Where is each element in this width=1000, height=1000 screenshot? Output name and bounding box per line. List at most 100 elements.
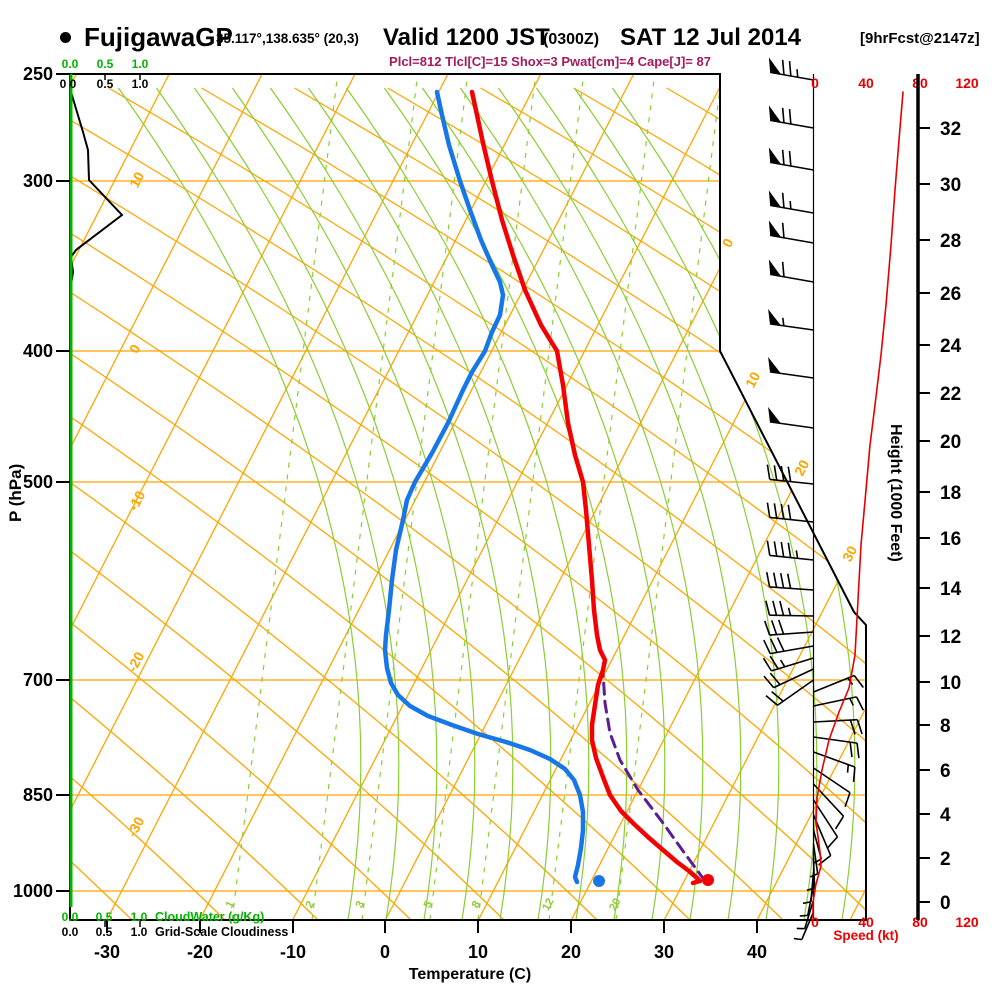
- svg-text:0.5: 0.5: [97, 57, 114, 71]
- svg-text:30: 30: [940, 175, 961, 196]
- stability-indices: Plcl=812 Tlcl[C]=15 Shox=3 Pwat[cm]=4 Ca…: [389, 54, 711, 69]
- svg-text:-30: -30: [124, 814, 148, 840]
- svg-text:32: 32: [940, 119, 961, 140]
- svg-text:4: 4: [940, 805, 951, 826]
- svg-text:40: 40: [858, 75, 874, 91]
- svg-text:700: 700: [23, 670, 53, 690]
- station-name: FujigawaGP: [84, 22, 233, 52]
- plot-boundary: [69, 73, 867, 921]
- svg-text:0.0: 0.0: [62, 57, 79, 71]
- svg-text:1.0: 1.0: [132, 57, 149, 71]
- speed-axis-title: Speed (kt): [833, 928, 899, 943]
- temperature-axis-title: Temperature (C): [408, 966, 532, 983]
- svg-text:30: 30: [654, 942, 674, 962]
- svg-text:0: 0: [811, 914, 819, 930]
- speed-axis: 0 40 80 1200 40 80 120: [811, 75, 979, 930]
- dewpoint-curve: [382, 89, 586, 885]
- svg-text:0: 0: [940, 893, 951, 914]
- valid-time: Valid 1200 JST: [383, 24, 550, 51]
- svg-text:0: 0: [126, 341, 144, 356]
- cloud-scales: 0.0 0.5 1.00 0 0.5 1.00.0 0.5 1.00.0 0.5 1.0Cloud…: [60, 57, 289, 939]
- parcel-ascent-curve: [601, 656, 707, 883]
- svg-text:16: 16: [940, 529, 961, 550]
- pressure-axis-title: P (hPa): [6, 463, 25, 522]
- svg-text:6: 6: [940, 761, 951, 782]
- zulu-time: (0300Z): [543, 31, 600, 48]
- svg-text:-30: -30: [94, 942, 120, 962]
- svg-text:-10: -10: [125, 488, 149, 514]
- svg-text:20: 20: [791, 457, 813, 478]
- svg-text:0: 0: [380, 942, 390, 962]
- svg-text:2: 2: [940, 849, 951, 870]
- svg-text:20: 20: [561, 942, 581, 962]
- svg-text:-10: -10: [280, 942, 306, 962]
- svg-text:3: 3: [354, 899, 367, 910]
- pressure-axis: 250 300 400 500 700 850 1000: [13, 64, 70, 901]
- svg-text:0: 0: [70, 77, 77, 91]
- svg-text:0: 0: [719, 235, 737, 250]
- wind-barbs: [762, 57, 865, 941]
- svg-text:10: 10: [126, 169, 148, 190]
- svg-text:1: 1: [224, 899, 237, 910]
- svg-text:20: 20: [940, 432, 961, 453]
- svg-text:300: 300: [23, 171, 53, 191]
- svg-text:18: 18: [940, 483, 961, 504]
- valid-date: SAT 12 Jul 2014: [620, 24, 801, 51]
- temperature-curve: [469, 89, 703, 886]
- svg-text:40: 40: [747, 942, 767, 962]
- chart-header: FujigawaGP 35.117°,138.635° (20,3) Valid…: [0, 22, 1000, 56]
- svg-text:1.0: 1.0: [131, 925, 148, 939]
- svg-text:120: 120: [955, 75, 979, 91]
- svg-text:120: 120: [955, 914, 979, 930]
- svg-text:80: 80: [912, 914, 928, 930]
- svg-text:0: 0: [60, 77, 67, 91]
- svg-text:-20: -20: [124, 649, 148, 675]
- svg-text:250: 250: [23, 64, 53, 84]
- svg-text:20: 20: [607, 896, 623, 912]
- svg-text:22: 22: [940, 384, 961, 405]
- station-coordinates: 35.117°,138.635° (20,3): [216, 31, 359, 46]
- svg-text:14: 14: [940, 579, 962, 600]
- svg-text:10: 10: [742, 369, 764, 390]
- height-axis-title: Height (1000 Feet): [887, 424, 904, 562]
- svg-text:1.0: 1.0: [131, 910, 148, 924]
- svg-text:8: 8: [940, 716, 951, 737]
- svg-text:80: 80: [912, 75, 928, 91]
- svg-text:10: 10: [468, 942, 488, 962]
- svg-text:0.5: 0.5: [96, 925, 113, 939]
- svg-text:Grid-Scale Cloudiness: Grid-Scale Cloudiness: [155, 925, 288, 939]
- svg-text:1000: 1000: [13, 881, 53, 901]
- svg-text:-20: -20: [187, 942, 213, 962]
- svg-text:0.0: 0.0: [62, 910, 79, 924]
- svg-text:1.0: 1.0: [132, 77, 149, 91]
- forecast-tag: [9hrFcst@2147z]: [860, 30, 980, 47]
- temperature-axis: -30 -20 -10 0 10 20 30 40: [94, 920, 767, 962]
- wind-speed-curve: [812, 91, 904, 919]
- svg-text:0.5: 0.5: [97, 77, 114, 91]
- svg-text:500: 500: [23, 472, 53, 492]
- svg-text:850: 850: [23, 785, 53, 805]
- svg-text:5: 5: [422, 899, 435, 910]
- svg-text:10: 10: [940, 673, 961, 694]
- svg-text:30: 30: [839, 543, 861, 564]
- surface-temperature-dot: [702, 874, 714, 886]
- svg-text:26: 26: [940, 284, 961, 305]
- svg-text:0.0: 0.0: [62, 925, 79, 939]
- svg-text:8: 8: [470, 899, 483, 910]
- svg-text:12: 12: [940, 627, 961, 648]
- svg-text:12: 12: [540, 896, 556, 912]
- svg-text:24: 24: [940, 336, 962, 357]
- surface-dewpoint-dot: [593, 875, 605, 887]
- grid-scale-cloudiness-profile: [69, 91, 124, 301]
- svg-text:2: 2: [304, 899, 317, 910]
- grid-lines: [70, 74, 866, 920]
- svg-text:CloudWater (g/Kg): CloudWater (g/Kg): [155, 910, 264, 924]
- svg-text:40: 40: [858, 914, 874, 930]
- svg-text:28: 28: [940, 231, 961, 252]
- svg-text:400: 400: [23, 341, 53, 361]
